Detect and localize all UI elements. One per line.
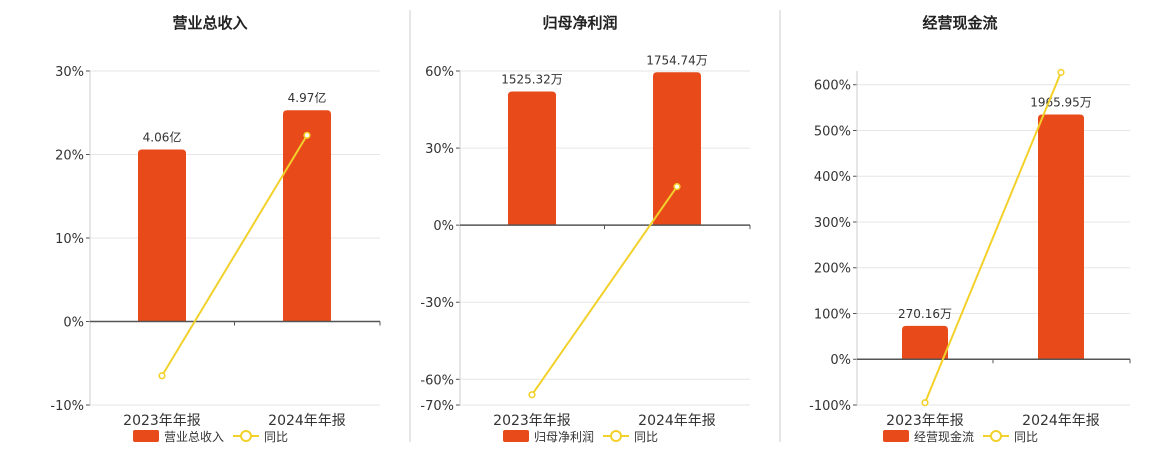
yoy-line — [924, 71, 1062, 404]
bar — [283, 110, 331, 322]
bar-data-label: 1525.32万 — [501, 73, 563, 87]
bar — [653, 72, 701, 226]
legend-line-label: 同比 — [634, 430, 658, 444]
yoy-point — [921, 399, 929, 407]
x-category-label: 2024年年报 — [638, 413, 716, 429]
y-tick-label: 500% — [814, 124, 851, 139]
legend-bar-label: 经营现金流 — [914, 429, 974, 444]
y-tick-label: 400% — [814, 170, 851, 185]
legend-bar-label: 营业总收入 — [164, 430, 224, 444]
yoy-point — [303, 131, 311, 139]
y-tick-label: 20% — [55, 149, 84, 164]
chart-title: 归母净利润 — [542, 14, 617, 32]
legend-line-label: 同比 — [1014, 430, 1038, 444]
y-tick-label: 0% — [433, 219, 454, 234]
chart-title: 营业总收入 — [172, 14, 247, 32]
legend-bar-swatch — [883, 430, 909, 442]
y-tick-label: 0% — [830, 353, 851, 368]
y-tick-label: -70% — [420, 399, 454, 414]
yoy-point — [1057, 68, 1065, 76]
bar — [508, 91, 556, 226]
bar-data-label: 4.06亿 — [143, 129, 182, 144]
bar-data-label: 1965.95万 — [1030, 95, 1092, 109]
bar-data-label: 270.16万 — [898, 307, 952, 321]
bar-data-label: 4.97亿 — [288, 90, 327, 105]
y-tick-label: 300% — [814, 216, 851, 231]
legend-line-marker — [610, 430, 622, 442]
x-category-label: 2023年年报 — [123, 413, 201, 429]
legend-line-marker — [240, 430, 252, 442]
x-category-label: 2023年年报 — [886, 413, 964, 429]
legend-line-label: 同比 — [264, 430, 288, 444]
bar-data-label: 1754.74万 — [646, 53, 708, 67]
legend-bar-swatch — [503, 430, 529, 442]
y-tick-label: 30% — [55, 65, 84, 80]
y-tick-label: 30% — [425, 142, 454, 157]
yoy-line — [531, 186, 678, 396]
x-category-label: 2024年年报 — [1022, 413, 1100, 429]
y-tick-label: -30% — [420, 296, 454, 311]
yoy-point — [528, 391, 536, 399]
yoy-point — [158, 372, 166, 380]
y-tick-label: 600% — [814, 79, 851, 94]
y-tick-label: 200% — [814, 262, 851, 277]
y-tick-label: 100% — [814, 307, 851, 322]
legend-bar-label: 归母净利润 — [534, 430, 594, 444]
yoy-point — [673, 183, 681, 191]
y-tick-label: 10% — [55, 232, 84, 247]
legend-line-marker — [990, 430, 1002, 442]
chart-title: 经营现金流 — [922, 14, 997, 32]
legend-bar-swatch — [133, 430, 159, 442]
y-tick-label: -10% — [50, 399, 84, 414]
y-tick-label: 60% — [425, 65, 454, 80]
y-tick-label: -100% — [809, 399, 851, 414]
y-tick-label: 0% — [63, 316, 84, 331]
yoy-line — [161, 134, 308, 377]
bar — [138, 149, 186, 322]
x-category-label: 2023年年报 — [493, 413, 571, 429]
bar — [1038, 114, 1084, 360]
y-tick-label: -60% — [420, 373, 454, 388]
bar — [902, 325, 948, 360]
x-category-label: 2024年年报 — [268, 413, 346, 429]
